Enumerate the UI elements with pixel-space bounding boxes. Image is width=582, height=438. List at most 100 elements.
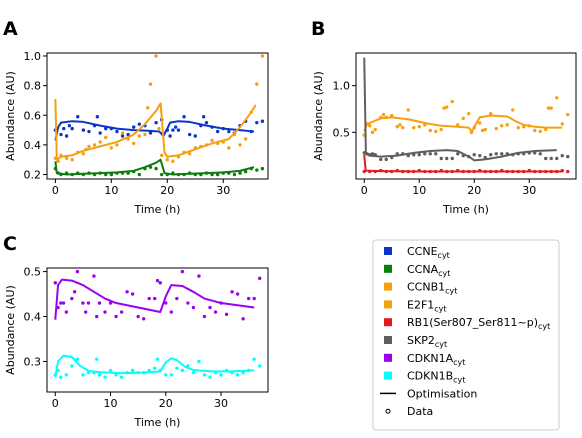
data-point-ccne-a-35 [215, 129, 220, 134]
y-tick-label-a-3: 0.8 [24, 80, 42, 93]
legend-label-opt: Optimisation [407, 387, 477, 400]
data-point-ccne-a-6 [76, 115, 80, 119]
y-tick-label-a-2: 0.6 [24, 109, 42, 122]
data-point-cdkn1b-c-36 [235, 373, 240, 377]
data-point-e2f1-b-44 [560, 122, 564, 126]
data-point-rb1-b-4 [384, 169, 388, 174]
data-point-ccnb1-a-38 [243, 137, 248, 141]
data-point-cdkn1a-c-20 [136, 314, 140, 319]
data-point-cdkn1b-c-4 [70, 364, 74, 368]
data-point-cdkn1b-c-25 [175, 366, 179, 370]
data-point-skp2-b-31 [522, 152, 526, 156]
data-point-cdkn1b-c-35 [230, 370, 234, 375]
data-point-ccne-a-28 [182, 115, 186, 119]
data-point-e2f1-b-21 [450, 99, 454, 104]
data-point-rb1-b-22 [483, 169, 487, 174]
data-point-cdkn1a-c-34 [208, 305, 212, 310]
data-point-e2f1-b-28 [480, 128, 485, 133]
data-point-cdkn1a-c-40 [241, 317, 245, 321]
data-point-ccna-a-27 [199, 172, 203, 177]
x-tick-label-a-1: 10 [104, 184, 118, 197]
data-point-ccnb1-a-39 [249, 110, 253, 114]
data-point-ccnb1-a-37 [238, 143, 242, 147]
data-point-ccna-a-4 [70, 172, 74, 177]
chart-panel-c: 0 10 20 30 0.3 0.4 0.5 Time (h) Abundance (AU) [4, 266, 269, 429]
data-point-ccne-a-31 [199, 123, 203, 128]
data-point-cdkn1b-c-2 [59, 375, 63, 379]
data-point-skp2-b-38 [560, 153, 564, 158]
data-point-ccnb1-a-4 [70, 158, 74, 162]
y-tick-label-b-0: 0.5 [333, 126, 351, 139]
data-point-cdkn1b-c-40 [258, 364, 262, 368]
data-point-ccna-a-1 [56, 171, 60, 175]
data-point-rb1-b-37 [566, 169, 570, 174]
data-point-rb1-b-13 [434, 169, 438, 174]
data-point-e2f1-b-37 [527, 124, 531, 128]
data-point-e2f1-b-23 [461, 116, 465, 121]
data-point-ccne-a-9 [92, 123, 97, 128]
data-point-ccna-a-8 [92, 172, 97, 177]
data-point-cdkn1a-c-16 [114, 314, 118, 319]
data-point-e2f1-b-30 [489, 111, 493, 116]
data-point-ccne-a-14 [115, 129, 119, 134]
data-point-cdkn1b-c-23 [164, 373, 168, 377]
data-point-ccne-a-2 [62, 126, 66, 131]
data-point-ccne-a-17 [132, 125, 136, 129]
fit-line-e2f1-b [363, 114, 563, 133]
data-point-ccnb1-a-7 [84, 147, 88, 152]
data-point-e2f1-b-33 [505, 123, 509, 127]
data-point-cdkn1a-c-42 [252, 296, 256, 301]
data-point-e2f1-b-41 [546, 106, 551, 110]
data-point-ccna-a-32 [227, 171, 231, 175]
series-cdkn1b-c [53, 354, 262, 379]
data-point-e2f1-b-22 [456, 123, 460, 127]
fit-line-cdkn1b-c [54, 354, 255, 378]
data-point-skp2-b-5 [379, 157, 383, 162]
data-point-ccna-a-5 [76, 171, 80, 175]
series-e2f1-b [362, 96, 570, 137]
data-point-ccnb1-a-2 [59, 153, 63, 157]
data-point-cdkn1a-c-39 [235, 292, 240, 296]
chart-panel-a: 0 10 20 30 0.2 0.4 0.6 0.8 1.0 Time (h) Abundance … [4, 50, 269, 216]
data-point-e2f1-b-36 [522, 125, 526, 129]
data-point-ccne-a-24 [168, 134, 172, 138]
data-point-ccne-a-11 [98, 131, 102, 135]
data-point-ccna-a-37 [255, 168, 259, 172]
data-point-cdkn1b-c-34 [224, 368, 229, 373]
data-point-ccna-a-15 [132, 169, 136, 174]
data-point-cdkn1a-c-4 [64, 310, 69, 314]
data-point-cdkn1a-c-8 [81, 301, 85, 305]
data-point-ccnb1-a-6 [81, 152, 86, 156]
data-point-ccna-a-21 [165, 172, 169, 177]
data-point-e2f1-b-25 [469, 130, 474, 135]
data-point-e2f1-b-18 [439, 127, 443, 132]
data-point-cdkn1a-c-18 [125, 290, 129, 294]
data-point-ccne-a-26 [173, 125, 178, 129]
data-point-skp2-b-17 [445, 156, 449, 161]
fit-line-skp2-b [363, 57, 557, 162]
x-axis-title-b: Time (h) [442, 203, 489, 216]
data-point-ccna-a-23 [176, 172, 181, 177]
legend-item-cdkn1b: CDKN1Bcyt [384, 370, 465, 385]
data-point-rb1-b-30 [527, 168, 531, 173]
data-point-ccnb1-a-0 [53, 156, 58, 160]
data-point-skp2-b-20 [461, 153, 465, 158]
data-point-ccne-a-16 [126, 132, 130, 137]
data-point-cdkn1a-c-35 [213, 310, 218, 314]
data-point-cdkn1a-c-7 [75, 269, 80, 274]
x-tick-label-b-2: 20 [467, 184, 481, 197]
fit-line-ccnb1-a [54, 98, 257, 161]
data-point-ccnb1-a-20 [148, 82, 153, 86]
data-point-ccne-a-30 [193, 134, 197, 138]
data-point-skp2-b-33 [533, 151, 537, 155]
series-skp2-b [362, 57, 570, 162]
legend-label-rb1: RB1(Ser807_Ser811~p)cyt [407, 316, 550, 331]
data-point-cdkn1a-c-1 [56, 305, 60, 310]
data-point-ccnb1-a-29 [193, 146, 197, 150]
data-point-ccna-a-17 [143, 166, 147, 171]
data-point-skp2-b-7 [390, 155, 394, 160]
data-point-skp2-b-23 [478, 153, 482, 158]
data-point-e2f1-b-7 [384, 115, 388, 120]
x-tick-label-a-3: 30 [216, 184, 230, 197]
data-point-rb1-b-12 [428, 169, 432, 174]
